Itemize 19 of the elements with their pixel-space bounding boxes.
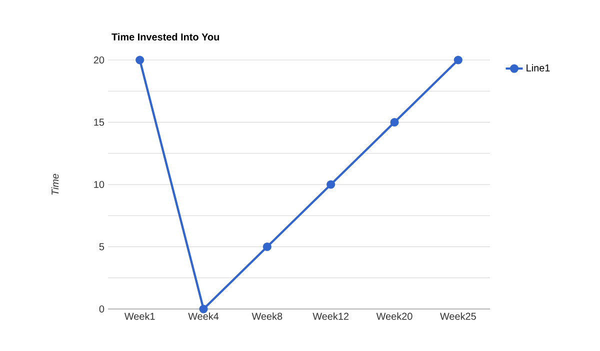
y-tick-label: 5 [99,243,104,250]
y-tick-label: 20 [94,56,104,64]
chart-title: Time Invested Into You [112,33,220,40]
point [136,56,144,64]
x-tick-label: Week12 [312,312,349,320]
y-tick-label: 15 [94,118,104,126]
y-tick-label: 0 [99,305,104,313]
legend-label: Line1 [526,64,550,72]
x-tick-label: Week20 [376,312,412,320]
point [262,242,272,252]
point [326,180,336,189]
point [454,56,462,64]
point [390,118,399,127]
x-tick-label: Week8 [252,312,282,320]
y-axis-title: Time [51,174,59,195]
x-tick-label: Week25 [440,312,476,320]
y-tick-label: 10 [94,180,104,188]
x-tick-label: Week1 [124,312,155,320]
x-tick-label: Week4 [188,312,219,320]
